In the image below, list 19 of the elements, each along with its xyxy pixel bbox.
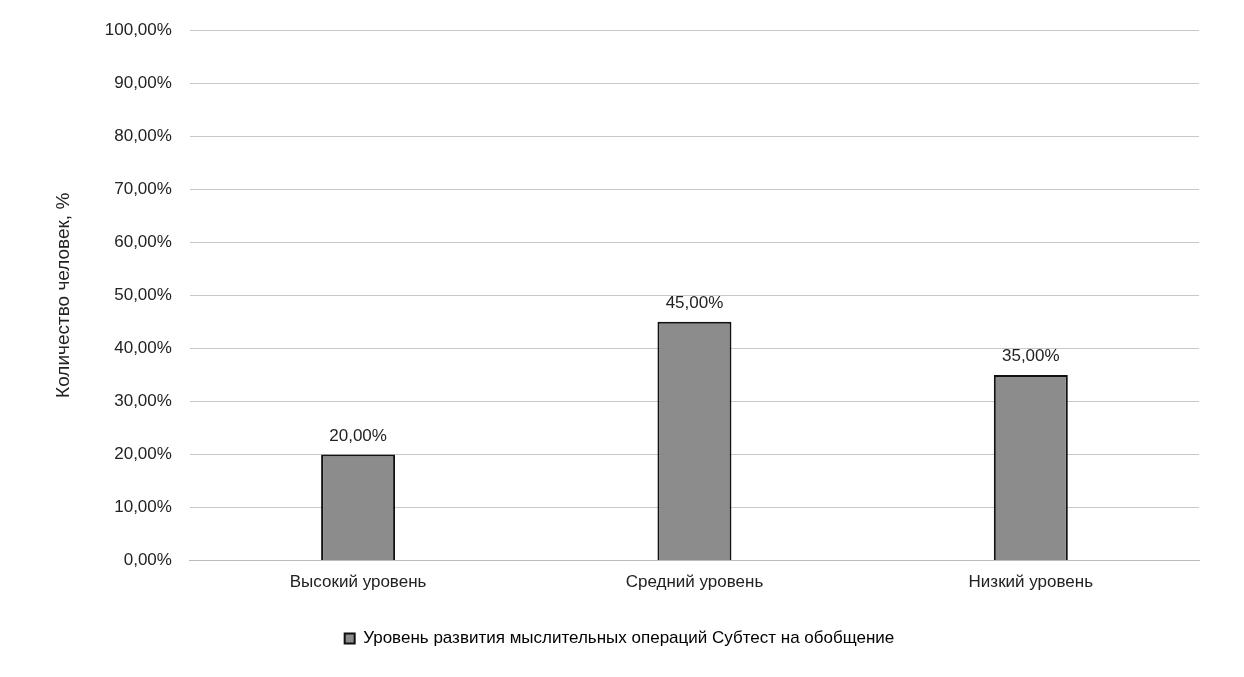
data-label: 35,00%: [1001, 346, 1060, 366]
x-tick-label: Высокий уровень: [289, 572, 427, 592]
y-tick-label: 60,00%: [114, 231, 172, 251]
x-tick-label: Средний уровень: [625, 572, 764, 592]
x-tick-label: Низкий уровень: [968, 572, 1094, 592]
y-tick-label: 90,00%: [114, 72, 172, 92]
y-tick-label: 80,00%: [114, 125, 172, 145]
y-tick-label: 20,00%: [114, 444, 172, 464]
y-tick-label: 70,00%: [114, 178, 172, 198]
data-label: 45,00%: [665, 293, 724, 313]
y-axis-title: Количество человек, %: [51, 192, 73, 398]
y-tick-label: 40,00%: [114, 338, 172, 358]
data-label: 20,00%: [329, 425, 387, 445]
y-tick-label: 100,00%: [104, 19, 172, 39]
legend-label: Уровень развития мыслительных операций Субтест на обобщение: [363, 628, 895, 648]
y-tick-label: 30,00%: [114, 391, 172, 411]
y-tick-label: 10,00%: [114, 497, 172, 517]
y-tick-label: 0,00%: [123, 550, 172, 570]
y-tick-label: 50,00%: [114, 284, 172, 304]
